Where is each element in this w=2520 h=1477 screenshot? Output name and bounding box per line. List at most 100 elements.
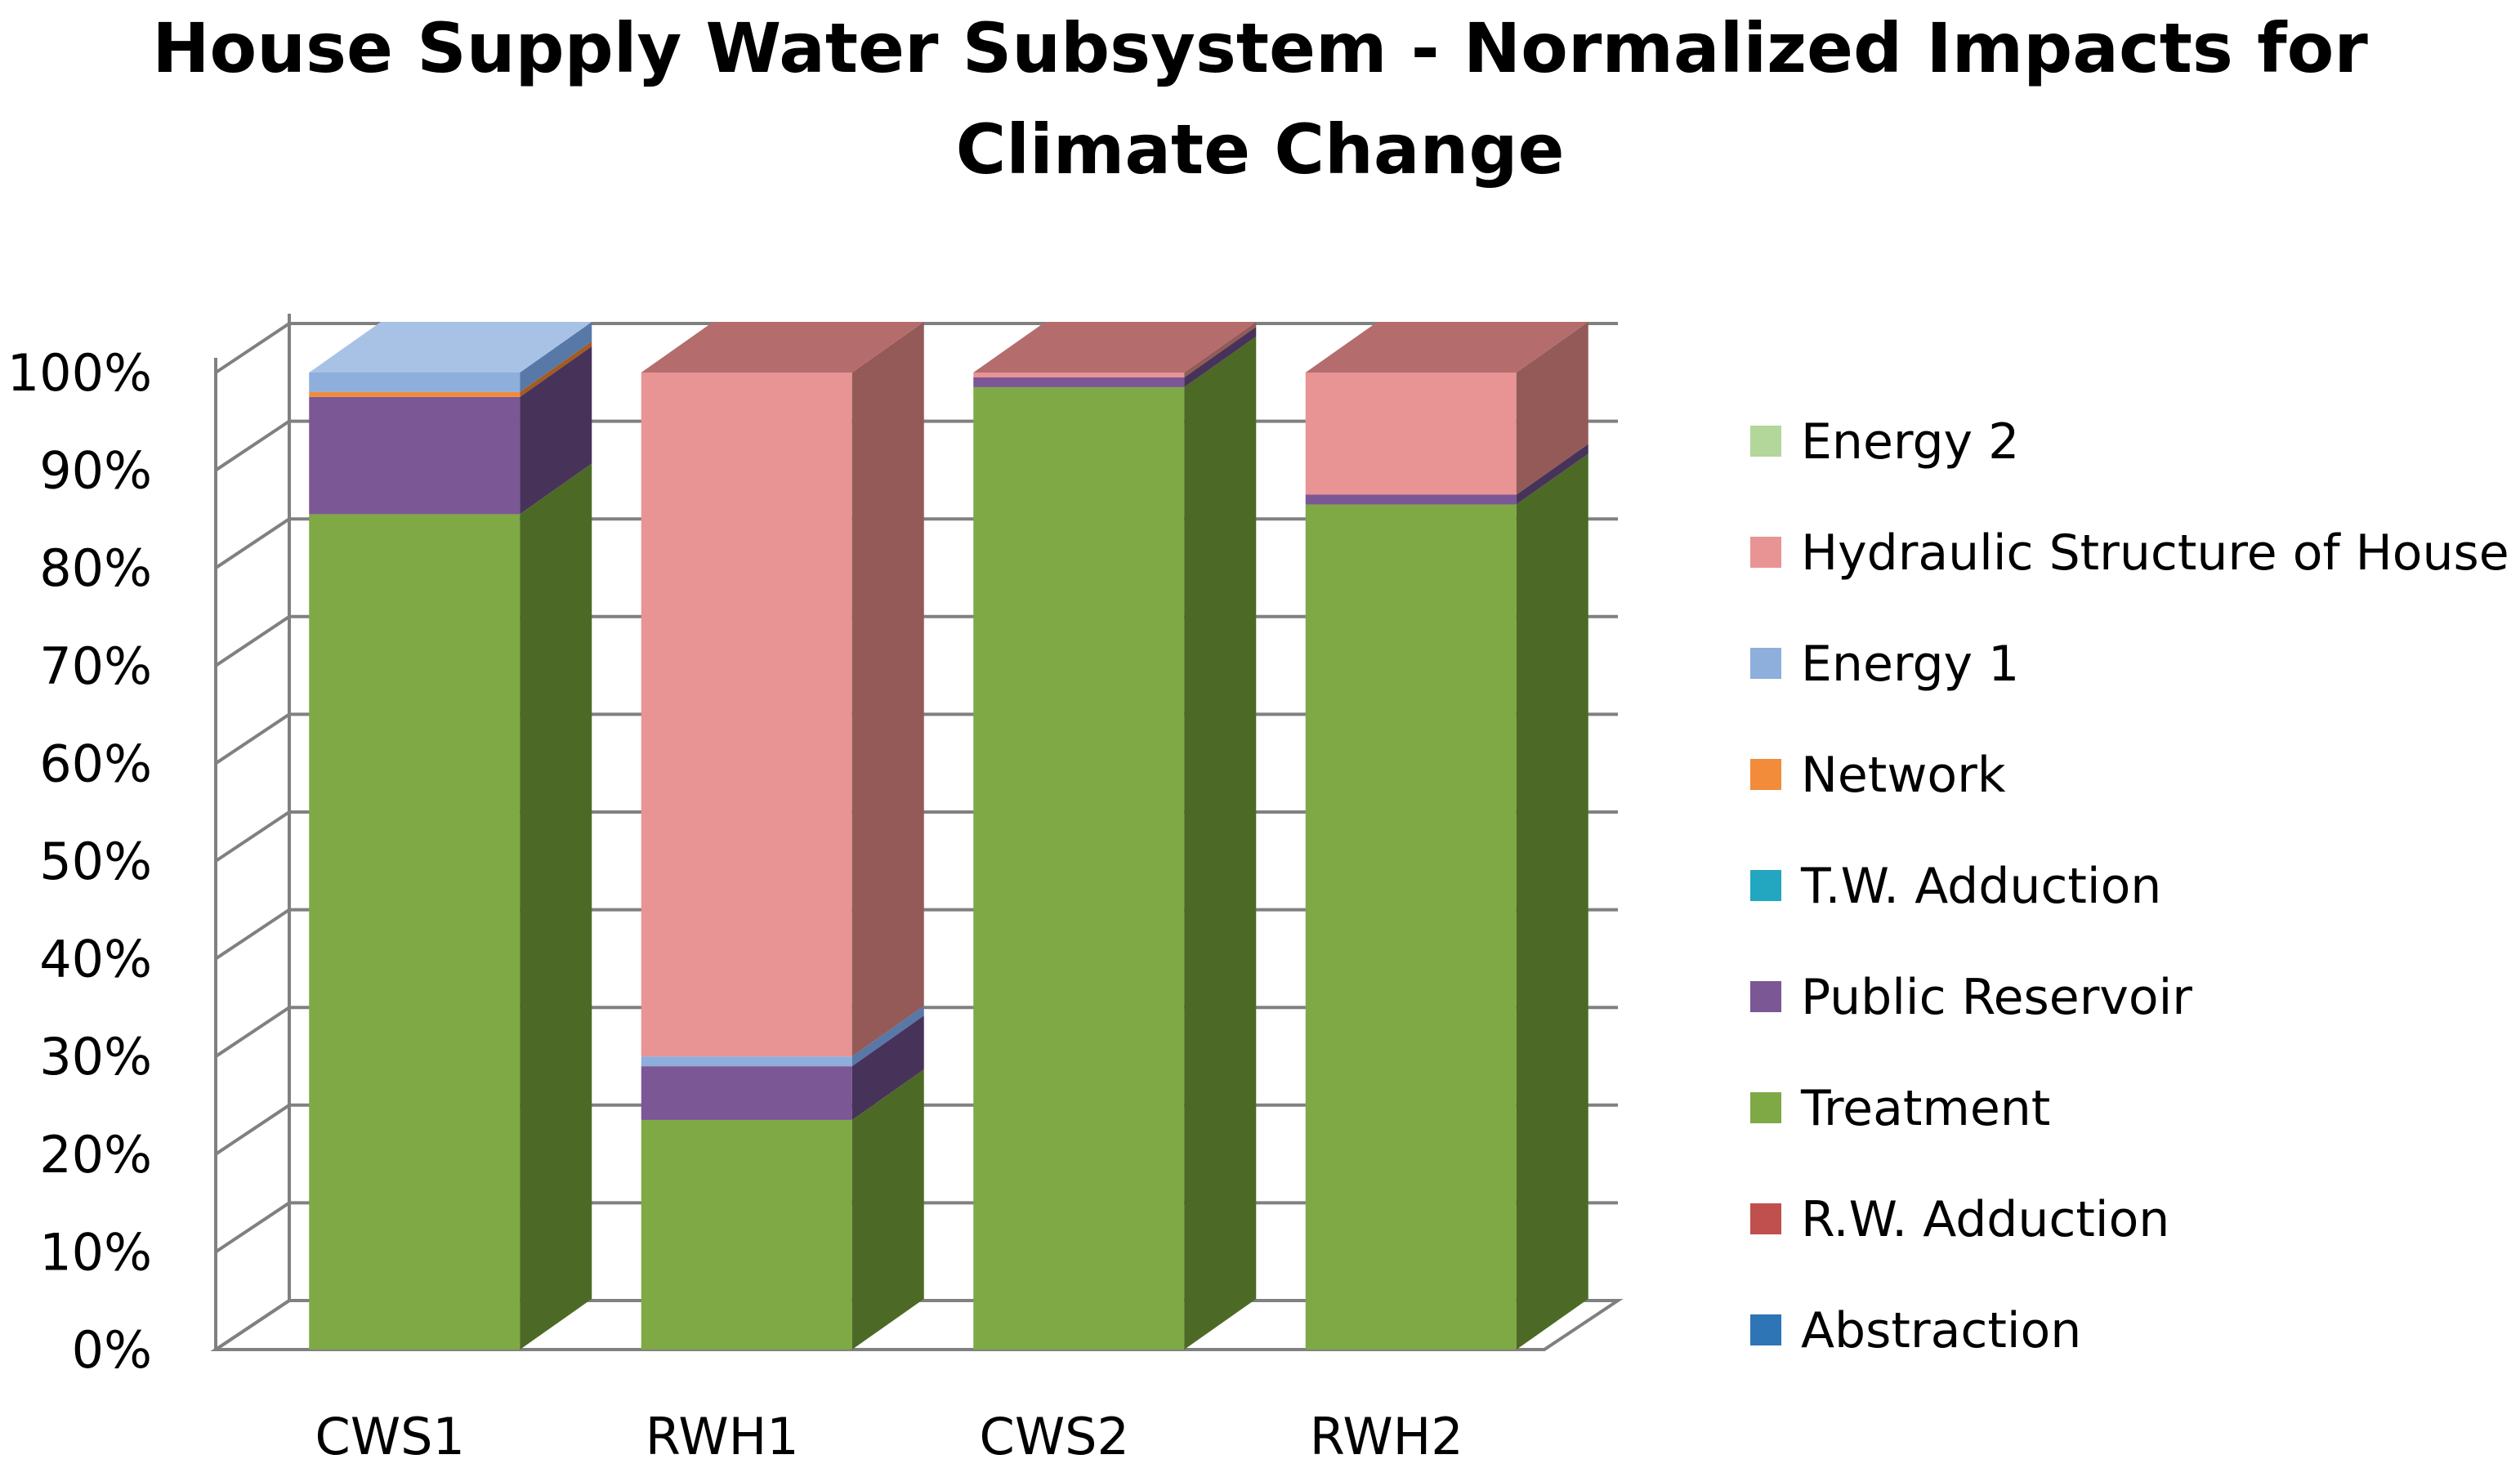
- bar-segment-CWS2-hydraulic-structure-of-house: [973, 322, 1257, 377]
- legend-item-r-w-adduction: R.W. Adduction: [1750, 1191, 2169, 1248]
- legend-item-public-reservoir: Public Reservoir: [1750, 969, 2192, 1026]
- y-tick-label: 30%: [39, 1027, 152, 1087]
- legend-label: R.W. Adduction: [1801, 1191, 2169, 1248]
- bar-front-CWS2-3: [973, 377, 1185, 387]
- bar-front-CWS2-7: [973, 373, 1185, 377]
- legend-label: T.W. Adduction: [1800, 858, 2161, 915]
- bar-segment-RWH2-hydraulic-structure-of-house: [1305, 322, 1588, 495]
- legend-swatch: [1750, 759, 1781, 790]
- legend-swatch: [1750, 537, 1781, 568]
- x-tick-label-CWS2: CWS2: [980, 1407, 1129, 1466]
- bar-side-CWS2-3: [1184, 326, 1257, 387]
- bar-segment-RWH1-hydraulic-structure-of-house: [641, 322, 924, 1057]
- bar-side-CWS1-2: [520, 463, 592, 1350]
- bar-side-RWH1-7: [851, 322, 924, 1057]
- bar-side-RWH1-2: [851, 1069, 924, 1350]
- legend-item-network: Network: [1750, 747, 2006, 804]
- bar-side-CWS1-6: [520, 322, 592, 392]
- bar-side-CWS2-2: [1184, 336, 1257, 1350]
- bar-side-RWH2-7: [1516, 322, 1588, 495]
- bar-segment-CWS1-public-reservoir: [309, 346, 592, 515]
- legend-swatch: [1750, 426, 1781, 457]
- bar-segment-RWH2-treatment: [1305, 453, 1588, 1350]
- bar-segment-CWS2-public-reservoir: [973, 326, 1257, 387]
- bar-segment-CWS1-treatment: [309, 463, 592, 1350]
- y-tick-label: 50%: [39, 832, 152, 891]
- bar-segment-RWH1-energy-1: [641, 1006, 924, 1067]
- bar-segment-RWH1-treatment: [641, 1069, 924, 1350]
- bar-front-CWS2-2: [973, 386, 1185, 1350]
- bar-side-CWS1-3: [520, 346, 592, 515]
- gridlines: [210, 314, 1624, 1351]
- legend-item-hydraulic-structure-of-house: Hydraulic Structure of House: [1750, 524, 2509, 582]
- bar-front-CWS1-6: [309, 373, 521, 392]
- legend-label: Energy 1: [1801, 636, 2019, 693]
- y-tick-label: 90%: [39, 441, 152, 501]
- bar-stack-RWH2: [1305, 322, 1588, 1350]
- legend-item-abstraction: Abstraction: [1750, 1302, 2081, 1359]
- bars: [309, 322, 1588, 1350]
- y-tick-label: 40%: [39, 930, 152, 989]
- bar-front-RWH2-2: [1305, 504, 1517, 1350]
- bar-side-RWH1-3: [851, 1015, 924, 1120]
- bar-side-CWS1-5: [520, 341, 592, 397]
- y-tick-label: 60%: [39, 734, 152, 793]
- y-tick-label: 10%: [39, 1222, 152, 1282]
- bar-side-RWH2-2: [1516, 453, 1588, 1350]
- bar-segment-CWS1-energy-1: [309, 322, 592, 392]
- legend-label: Energy 2: [1801, 413, 2019, 471]
- chart-title-line-1: House Supply Water Subsystem - Normalize…: [152, 8, 2368, 88]
- legend-label: Network: [1801, 747, 2006, 804]
- bar-front-CWS1-5: [309, 391, 521, 397]
- bar-top-RWH2: [1305, 322, 1588, 373]
- bar-front-RWH1-7: [641, 373, 852, 1057]
- bar-front-RWH1-6: [641, 1056, 852, 1067]
- legend-item-treatment: Treatment: [1750, 1080, 2050, 1137]
- x-tick-label-CWS1: CWS1: [315, 1407, 465, 1466]
- y-tick-label: 80%: [39, 538, 152, 598]
- x-axis: CWS1 RWH1 CWS2 RWH2: [315, 1407, 1463, 1466]
- bar-front-RWH1-3: [641, 1066, 852, 1120]
- legend-swatch: [1750, 1314, 1781, 1345]
- y-axis: 0% 10% 20% 30% 40% 50% 60% 70% 80% 90% 100%: [7, 343, 152, 1380]
- legend-label: Hydraulic Structure of House: [1801, 524, 2509, 582]
- bar-top-CWS1: [309, 322, 592, 373]
- bar-stack-RWH1: [641, 322, 924, 1350]
- x-tick-label-RWH2: RWH2: [1310, 1407, 1463, 1466]
- bar-front-RWH2-3: [1305, 494, 1517, 505]
- bar-stack-CWS2: [973, 322, 1257, 1350]
- legend-swatch: [1750, 1092, 1781, 1123]
- legend-swatch: [1750, 981, 1781, 1012]
- y-tick-label: 70%: [39, 636, 152, 696]
- bar-top-CWS2: [973, 322, 1257, 373]
- legend: Energy 2 Hydraulic Structure of House Ener…: [1750, 413, 2509, 1359]
- x-tick-label-RWH1: RWH1: [646, 1407, 799, 1466]
- bar-front-CWS1-3: [309, 396, 521, 515]
- legend-item-t-w-adduction: T.W. Adduction: [1750, 858, 2161, 915]
- legend-swatch: [1750, 648, 1781, 679]
- bar-segment-CWS2-treatment: [973, 336, 1257, 1350]
- bar-top-RWH1: [641, 322, 924, 373]
- legend-label: Treatment: [1800, 1080, 2050, 1137]
- bar-side-CWS2-7: [1184, 322, 1257, 377]
- bar-segment-CWS1-network: [309, 341, 592, 397]
- bar-front-RWH2-7: [1305, 373, 1517, 495]
- chart-title-line-2: Climate Change: [956, 109, 1565, 190]
- bar-segment-RWH2-public-reservoir: [1305, 444, 1588, 505]
- legend-item-energy-2: Energy 2: [1750, 413, 2019, 471]
- legend-label: Public Reservoir: [1801, 969, 2192, 1026]
- bar-front-RWH1-2: [641, 1119, 852, 1350]
- y-tick-label: 100%: [7, 343, 152, 403]
- y-tick-label: 20%: [39, 1125, 152, 1185]
- bar-stack-CWS1: [309, 322, 592, 1350]
- y-tick-label: 0%: [72, 1320, 152, 1380]
- legend-label: Abstraction: [1801, 1302, 2081, 1359]
- legend-swatch: [1750, 1203, 1781, 1234]
- bar-side-RWH2-3: [1516, 444, 1588, 505]
- bar-front-CWS1-2: [309, 514, 521, 1350]
- legend-item-energy-1: Energy 1: [1750, 636, 2019, 693]
- legend-swatch: [1750, 870, 1781, 901]
- bar-segment-RWH1-public-reservoir: [641, 1015, 924, 1120]
